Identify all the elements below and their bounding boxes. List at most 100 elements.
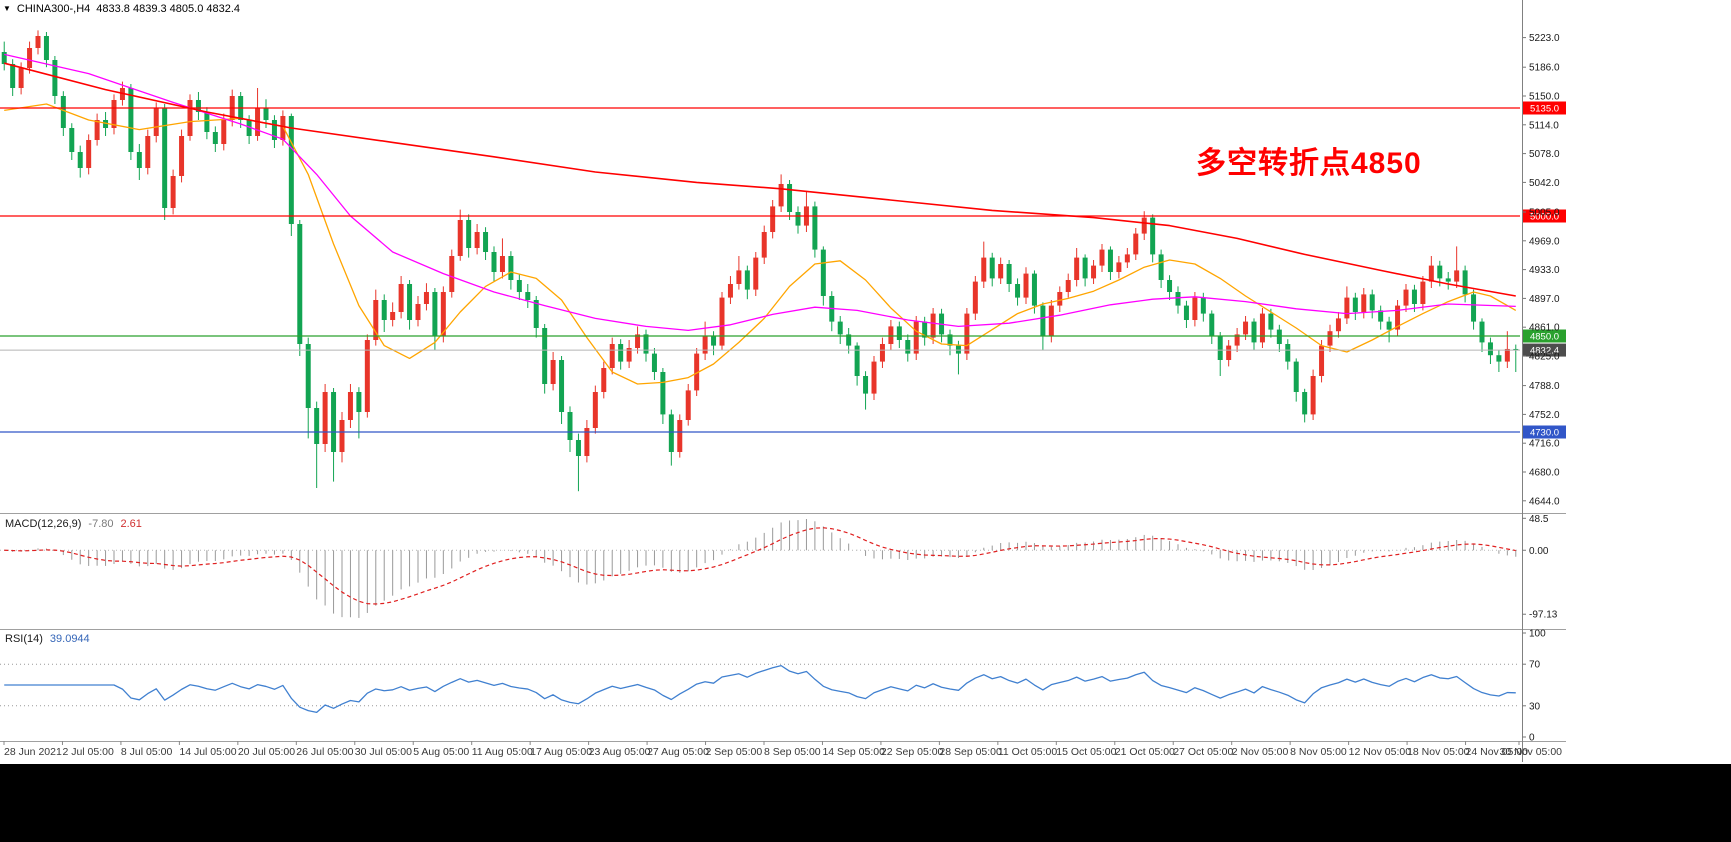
candle-bear — [314, 408, 320, 444]
candle-bear — [43, 36, 49, 60]
y-axis-label: 4933.0 — [1529, 265, 1560, 276]
candle-bear — [846, 334, 852, 346]
macd-axis-label: -97.13 — [1529, 610, 1558, 621]
y-axis-label: 5042.0 — [1529, 178, 1560, 189]
rsi-line — [4, 664, 1516, 714]
macd-signal-line — [4, 527, 1516, 605]
candle-bear — [1462, 270, 1468, 295]
y-axis-label: 4752.0 — [1529, 410, 1560, 421]
macd-label-row: MACD(12,26,9) -7.80 2.61 — [5, 518, 142, 530]
rsi-axis-label: 100 — [1529, 629, 1546, 640]
symbol-bar: ▼ CHINA300-,H4 4833.8 4839.3 4805.0 4832… — [3, 3, 240, 15]
candle-bear — [1015, 284, 1021, 298]
time-axis-label: 12 Nov 05:00 — [1349, 746, 1412, 758]
candle-bull — [1327, 331, 1333, 346]
time-axis-label: 27 Oct 05:00 — [1173, 746, 1233, 758]
candle-bear — [1352, 297, 1358, 312]
candle-bull — [1065, 280, 1071, 292]
candle-bear — [1268, 313, 1274, 330]
time-axis-label: 2 Sep 05:00 — [706, 746, 763, 758]
ma-slow-line — [4, 62, 1516, 297]
bottom-bar — [0, 764, 1731, 842]
time-axis-label: 17 Aug 05:00 — [530, 746, 592, 758]
candle-bull — [457, 220, 463, 256]
price-badge — [1523, 329, 1566, 343]
chart-canvas[interactable]: 5135.0 5000.0 4850.0 4730.0 4832.4 5223.0 5186… — [0, 0, 1566, 765]
candle-bull — [727, 284, 733, 298]
candle-bear — [744, 270, 750, 290]
candle-bull — [736, 270, 742, 284]
ma-fast-line — [4, 103, 1517, 385]
candle-bull — [1395, 305, 1401, 330]
candle-bear — [305, 344, 311, 408]
candle-bull — [1048, 305, 1054, 336]
candle-bear — [1158, 254, 1164, 280]
candle-bear — [246, 120, 252, 136]
ohlc-values: 4833.8 4839.3 4805.0 4832.4 — [96, 3, 241, 15]
candle-bull — [1226, 345, 1232, 360]
candle-bull — [998, 264, 1004, 279]
candle-bull — [1133, 233, 1139, 255]
candle-bear — [812, 206, 818, 250]
candle-bear — [651, 353, 657, 372]
candle-bear — [1209, 313, 1215, 336]
time-axis-label: 24 Nov 05:00 — [1466, 746, 1529, 758]
candle-bear — [1167, 280, 1173, 292]
candle-bull — [1403, 289, 1409, 306]
candle-bear — [905, 340, 911, 354]
candle-bear — [407, 284, 413, 320]
candle-bear — [533, 300, 539, 328]
macd-value-signal: 2.61 — [120, 518, 142, 530]
rsi-axis-label: 30 — [1529, 701, 1541, 712]
price-badge-label: 5135.0 — [1530, 104, 1559, 115]
time-axis-label: 5 Aug 05:00 — [413, 746, 469, 758]
y-axis-label: 5150.0 — [1529, 92, 1560, 103]
candle-bear — [1200, 297, 1206, 314]
candle-bear — [1040, 305, 1046, 336]
candle-bull — [981, 257, 987, 282]
candle-bear — [1006, 264, 1012, 284]
candle-bull — [170, 176, 176, 208]
y-axis-label: 5078.0 — [1529, 149, 1560, 160]
price-badge — [1523, 425, 1566, 439]
candle-bear — [77, 152, 83, 168]
candle-bear — [1487, 342, 1493, 356]
candle-bear — [854, 345, 860, 376]
candle-bear — [1471, 294, 1477, 322]
symbol-dropdown-icon[interactable]: ▼ — [3, 4, 11, 13]
time-axis-label: 28 Jun 2021 — [4, 746, 62, 758]
y-axis-label: 5186.0 — [1529, 63, 1560, 74]
y-axis-label: 4897.0 — [1529, 294, 1560, 305]
candle-bull — [1454, 270, 1460, 282]
candle-bear — [896, 326, 902, 340]
time-axis-label: 2 Nov 05:00 — [1232, 746, 1289, 758]
candle-bear — [1369, 294, 1375, 311]
candle-bull — [373, 300, 379, 340]
time-axis-label: 11 Oct 05:00 — [998, 746, 1058, 758]
candle-bull — [1310, 376, 1316, 415]
rsi-label-row: RSI(14) 39.0944 — [5, 633, 90, 645]
candle-bear — [567, 412, 573, 440]
candle-bear — [643, 334, 649, 354]
y-axis-label: 4861.0 — [1529, 323, 1560, 334]
candle-bull — [111, 100, 117, 128]
time-axis-label: 22 Sep 05:00 — [881, 746, 944, 758]
price-badge-label: 5000.0 — [1530, 212, 1559, 223]
candle-bear — [922, 321, 928, 338]
candle-bear — [660, 372, 666, 415]
macd-indicator-label: MACD(12,26,9) — [5, 518, 82, 530]
candle-bear — [618, 344, 624, 362]
rsi-value: 39.0944 — [49, 633, 90, 645]
candle-bull — [18, 68, 24, 88]
y-axis-label: 4644.0 — [1529, 496, 1560, 507]
candle-bull — [474, 232, 480, 248]
candle-bear — [356, 392, 362, 412]
candle-bear — [52, 60, 58, 96]
candle-bear — [1251, 321, 1257, 343]
price-badge-label: 4730.0 — [1530, 428, 1559, 439]
candle-bull — [753, 257, 759, 290]
time-axis-label: 21 Oct 05:00 — [1115, 746, 1175, 758]
macd-value-main: -7.80 — [88, 518, 114, 530]
symbol-period-label: CHINA300-,H4 — [16, 3, 91, 15]
candle-bear — [381, 300, 387, 320]
